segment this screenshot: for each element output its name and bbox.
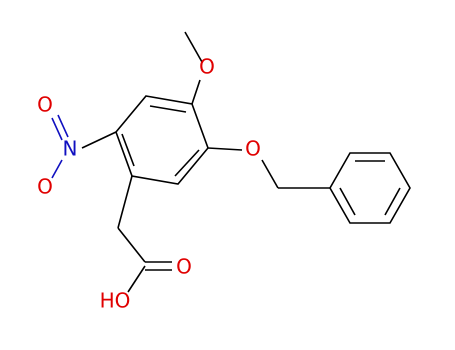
atom-label: O	[176, 255, 192, 279]
bonds	[51, 31, 411, 293]
atom-label: O	[37, 175, 53, 199]
atom-label: N	[63, 137, 78, 161]
atom-label: O	[199, 55, 215, 79]
atom-label: O	[245, 137, 261, 161]
atom-label: O	[37, 93, 53, 117]
atom-label: HO	[100, 289, 131, 313]
